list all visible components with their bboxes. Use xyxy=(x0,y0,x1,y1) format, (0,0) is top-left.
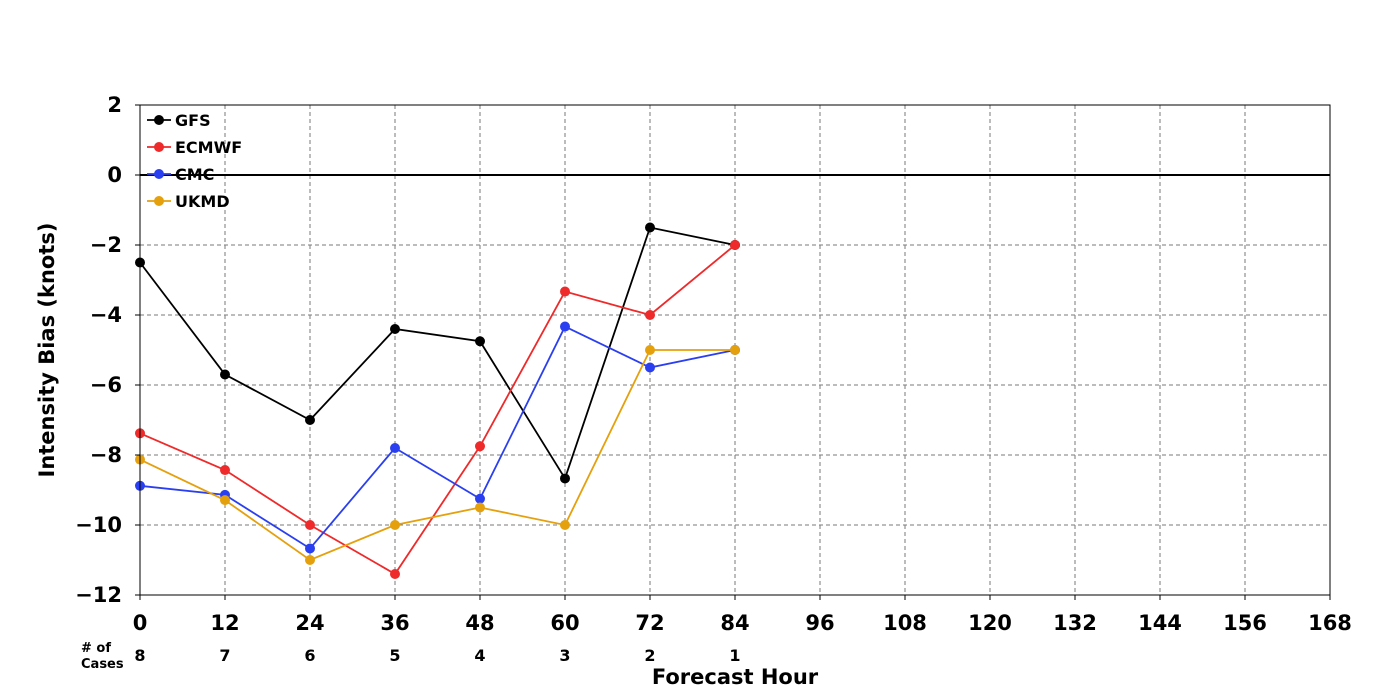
legend-label-gfs: GFS xyxy=(175,111,211,130)
data-point-gfs-24 xyxy=(305,415,315,425)
case-count-60: 3 xyxy=(559,646,570,665)
case-counts: 8 7 6 5 4 3 2 1 xyxy=(134,646,740,665)
data-point-ukmd-24 xyxy=(305,555,315,565)
series-line-ukmd xyxy=(139,349,735,562)
legend-item-ukmd: UKMD xyxy=(147,192,230,211)
x-tick-label-24: 24 xyxy=(295,611,324,635)
y-axis-ticks: 2 0 −2 −4 −6 −8 −10 −12 xyxy=(75,93,140,607)
data-point-gfs-60 xyxy=(560,473,570,484)
series-ecmwf xyxy=(135,240,740,579)
data-point-ukmd-84 xyxy=(730,345,740,355)
data-point-ecmwf-36 xyxy=(390,569,400,579)
series-cmc xyxy=(135,321,740,554)
legend-item-ecmwf: ECMWF xyxy=(147,138,242,157)
x-tick-label-96: 96 xyxy=(805,611,834,635)
case-count-12: 7 xyxy=(219,646,230,665)
data-point-ecmwf-24 xyxy=(305,520,315,530)
grid xyxy=(140,105,1330,595)
case-count-48: 4 xyxy=(474,646,485,665)
y-tick-label-0: 0 xyxy=(107,163,122,187)
data-point-gfs-36 xyxy=(390,324,400,334)
cases-row-label-line1: # of xyxy=(81,641,111,656)
data-point-cmc-60 xyxy=(560,321,570,332)
data-point-cmc-36 xyxy=(390,443,400,453)
y-tick-label--2: −2 xyxy=(90,233,122,257)
y-axis-title: Intensity Bias (knots) xyxy=(35,223,59,478)
case-count-36: 5 xyxy=(389,646,400,665)
x-tick-label-120: 120 xyxy=(968,611,1012,635)
legend-item-gfs: GFS xyxy=(147,111,211,130)
data-point-ecmwf-60 xyxy=(560,286,570,297)
y-tick-label-2: 2 xyxy=(107,93,122,117)
legend-marker-ukmd xyxy=(154,196,164,206)
series-line-ecmwf xyxy=(139,244,736,576)
data-point-cmc-24 xyxy=(305,543,315,554)
x-tick-label-60: 60 xyxy=(550,611,579,635)
data-point-gfs-72 xyxy=(645,222,655,233)
legend-label-ukmd: UKMD xyxy=(175,192,230,211)
y-tick-label--4: −4 xyxy=(90,303,122,327)
x-tick-label-72: 72 xyxy=(635,611,664,635)
data-point-ukmd-12 xyxy=(220,495,230,506)
legend: GFS ECMWF CMC UKMD xyxy=(147,111,242,211)
legend-marker-cmc xyxy=(154,169,164,179)
x-tick-label-84: 84 xyxy=(720,611,749,635)
data-point-ukmd-36 xyxy=(390,520,400,530)
x-axis-ticks: 0 12 24 36 48 60 72 84 96 108 120 132 144 156 168 xyxy=(133,595,1352,635)
data-point-ecmwf-12 xyxy=(220,465,230,476)
case-count-84: 1 xyxy=(729,646,740,665)
series-line-gfs xyxy=(139,226,736,481)
case-count-0: 8 xyxy=(134,646,145,665)
x-tick-label-108: 108 xyxy=(883,611,927,635)
series-line-cmc xyxy=(139,325,736,550)
data-point-gfs-12 xyxy=(220,369,230,380)
data-point-cmc-72 xyxy=(645,362,655,373)
legend-item-cmc: CMC xyxy=(147,165,214,184)
series-layer xyxy=(135,222,740,579)
y-tick-label--10: −10 xyxy=(75,513,122,537)
data-point-ecmwf-72 xyxy=(645,310,655,320)
data-point-ukmd-48 xyxy=(475,502,485,513)
x-tick-label-156: 156 xyxy=(1223,611,1267,635)
cases-row-label-line2: Cases xyxy=(81,657,124,672)
data-point-cmc-48 xyxy=(475,493,485,504)
legend-marker-gfs xyxy=(154,115,164,125)
x-tick-label-12: 12 xyxy=(210,611,239,635)
case-count-72: 2 xyxy=(644,646,655,665)
x-axis-title: Forecast Hour xyxy=(652,665,819,689)
x-tick-label-0: 0 xyxy=(133,611,148,635)
x-tick-label-168: 168 xyxy=(1308,611,1352,635)
x-tick-label-144: 144 xyxy=(1138,611,1182,635)
data-point-ukmd-60 xyxy=(560,520,570,530)
y-tick-label--6: −6 xyxy=(90,373,122,397)
legend-label-ecmwf: ECMWF xyxy=(175,138,242,157)
data-point-ecmwf-48 xyxy=(475,441,485,452)
x-tick-label-36: 36 xyxy=(380,611,409,635)
data-point-gfs-48 xyxy=(475,336,485,347)
legend-marker-ecmwf xyxy=(154,142,164,152)
x-tick-label-132: 132 xyxy=(1053,611,1097,635)
y-tick-label--12: −12 xyxy=(75,583,122,607)
series-ukmd xyxy=(135,345,740,565)
data-point-ukmd-72 xyxy=(645,345,655,355)
y-tick-label--8: −8 xyxy=(90,443,122,467)
case-count-24: 6 xyxy=(304,646,315,665)
data-point-ecmwf-84 xyxy=(730,240,740,250)
x-tick-label-48: 48 xyxy=(465,611,494,635)
legend-label-cmc: CMC xyxy=(175,165,214,184)
